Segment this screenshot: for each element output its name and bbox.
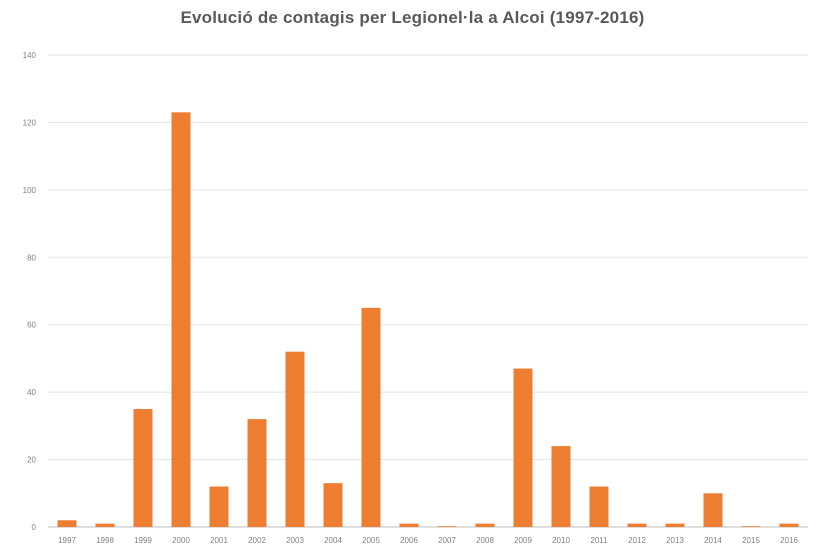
chart-title: Evolució de contagis per Legionel·la a A…: [180, 8, 645, 27]
x-tick-label: 2015: [742, 536, 760, 545]
x-axis-ticks: 1997 1998 1999 2000 2001 2002 2003 2004 2005 2006…: [58, 536, 798, 545]
bar-1997: [57, 520, 77, 527]
bar-2010: [551, 446, 571, 527]
x-tick-label: 2010: [552, 536, 570, 545]
bar-2013: [665, 523, 685, 527]
bar-2003: [285, 351, 305, 527]
bars: [57, 112, 799, 528]
y-axis-ticks: 0 20 40 60 80 100 120 140: [23, 51, 37, 532]
x-tick-label: 2000: [172, 536, 190, 545]
x-tick-label: 2005: [362, 536, 380, 545]
gridlines: [48, 54, 808, 528]
bar-2008: [475, 523, 495, 527]
bar-2000: [171, 112, 191, 528]
y-tick-label: 0: [32, 523, 37, 532]
x-tick-label: 2002: [248, 536, 266, 545]
x-tick-label: 1998: [96, 536, 114, 545]
y-tick-label: 100: [23, 186, 37, 195]
bar-2015: [741, 526, 761, 527]
x-tick-label: 2008: [476, 536, 494, 545]
bar-2007: [437, 526, 457, 527]
x-tick-label: 1997: [58, 536, 76, 545]
x-tick-label: 2004: [324, 536, 342, 545]
x-tick-label: 2006: [400, 536, 418, 545]
bar-1998: [95, 523, 115, 527]
x-tick-label: 2014: [704, 536, 722, 545]
y-tick-label: 140: [23, 51, 37, 60]
bar-2001: [209, 486, 229, 527]
bar-2012: [627, 523, 647, 527]
x-tick-label: 2013: [666, 536, 684, 545]
y-tick-label: 120: [23, 118, 37, 127]
bar-2006: [399, 523, 419, 527]
y-tick-label: 20: [27, 456, 36, 465]
x-tick-label: 2012: [628, 536, 646, 545]
bar-2009: [513, 368, 533, 527]
x-tick-label: 2016: [780, 536, 798, 545]
y-tick-label: 60: [27, 321, 36, 330]
x-tick-label: 2009: [514, 536, 532, 545]
y-tick-label: 80: [27, 253, 36, 262]
bar-2002: [247, 419, 267, 527]
bar-2004: [323, 483, 343, 527]
x-tick-label: 2001: [210, 536, 228, 545]
x-tick-label: 2003: [286, 536, 304, 545]
y-tick-label: 40: [27, 388, 36, 397]
x-tick-label: 1999: [134, 536, 152, 545]
bar-2005: [361, 307, 381, 527]
x-tick-label: 2011: [590, 536, 608, 545]
bar-2014: [703, 493, 723, 527]
bar-2011: [589, 486, 609, 527]
x-tick-label: 2007: [438, 536, 456, 545]
bar-2016: [779, 523, 799, 527]
bar-1999: [133, 409, 153, 527]
